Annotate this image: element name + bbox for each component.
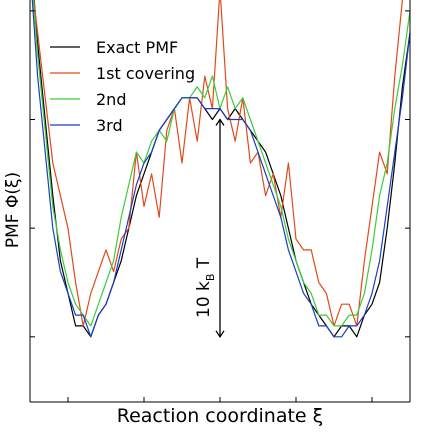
- legend-label-3: 2nd: [96, 90, 126, 109]
- y-axis-label: PMF Φ(ξ): [3, 172, 23, 248]
- series-layer: [31, 0, 410, 338]
- energy-scale-text: 10 k: [194, 281, 214, 318]
- x-axis-label: Reaction coordinate ξ: [117, 405, 324, 427]
- series-line-2: [33, 0, 404, 327]
- legend: Exact PMF 1st covering 2nd 3rd: [50, 38, 195, 135]
- legend-label-1: Exact PMF: [96, 38, 178, 57]
- energy-scale-annotation: 10 kB T: [194, 118, 225, 338]
- energy-scale-label: 10 kB T: [194, 257, 217, 318]
- series-line-4: [31, 0, 410, 338]
- ticks-layer: [30, 10, 410, 402]
- legend-label-2: 1st covering: [96, 64, 195, 83]
- energy-scale-subscript: B: [204, 274, 217, 282]
- energy-scale-suffix: T: [194, 257, 214, 273]
- arrow-head-top: [215, 118, 225, 126]
- arrow-head-bottom: [215, 330, 225, 338]
- legend-label-4: 3rd: [96, 116, 123, 135]
